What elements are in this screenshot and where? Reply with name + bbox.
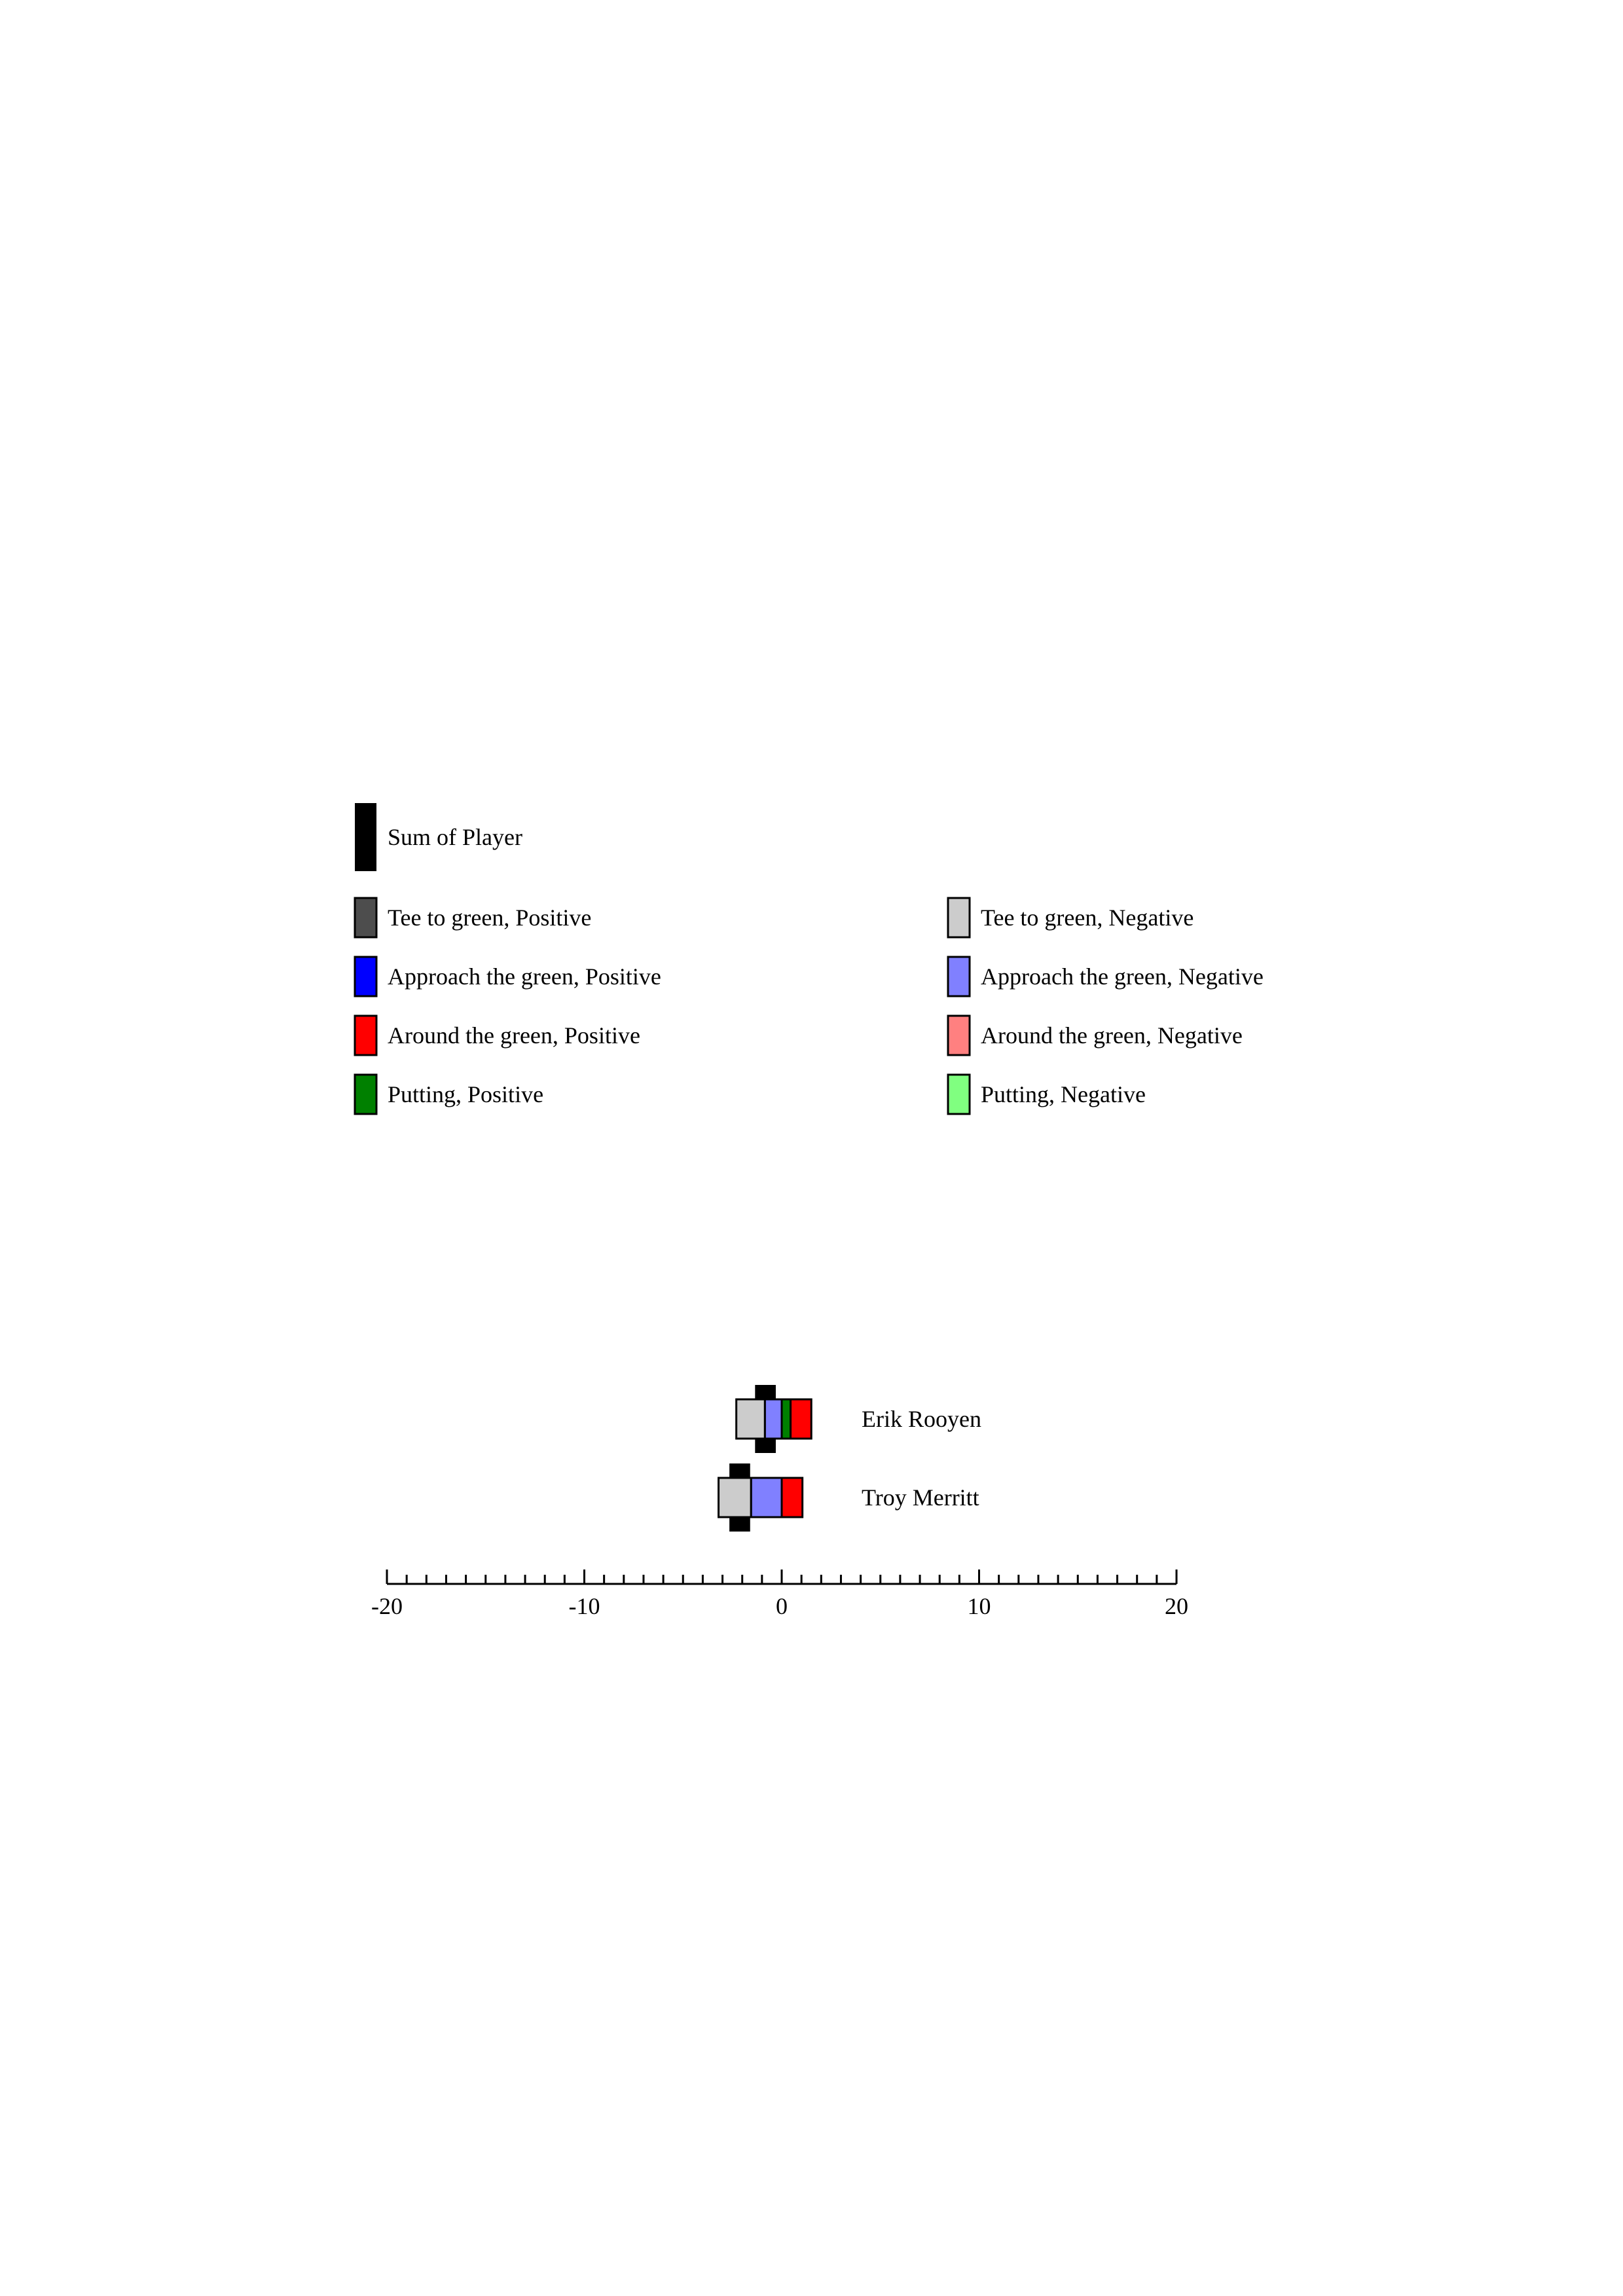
player-row-0: Erik Rooyen <box>735 1385 981 1453</box>
x-axis: -20 -10 0 10 20 <box>371 1570 1188 1619</box>
legend-swatch-app_pos <box>354 956 378 997</box>
bar-segment-t2g_neg <box>735 1398 766 1440</box>
legend-label-t2g_neg: Tee to green, Negative <box>981 905 1194 931</box>
tick-label: 0 <box>776 1593 788 1619</box>
legend-label-arg_pos: Around the green, Positive <box>388 1022 640 1049</box>
player-label: Erik Rooyen <box>862 1406 981 1432</box>
legend-swatch-sum <box>355 803 376 871</box>
legend-label-app_pos: Approach the green, Positive <box>388 963 661 990</box>
tick-label: -20 <box>371 1593 403 1619</box>
legend-swatch-arg_neg <box>947 1014 971 1056</box>
legend-label-arg_neg: Around the green, Negative <box>981 1022 1243 1049</box>
legend-label-t2g_pos: Tee to green, Positive <box>388 905 591 931</box>
legend-swatch-putt_neg <box>947 1073 971 1115</box>
tick-label: 10 <box>968 1593 991 1619</box>
bar-segment-putt_pos <box>780 1398 792 1440</box>
tick-label: -10 <box>569 1593 600 1619</box>
legend: Sum of Player Tee to green, Positive Tee t… <box>354 803 1264 1115</box>
bar-segment-arg_pos <box>790 1398 812 1440</box>
player-label: Troy Merritt <box>862 1484 979 1511</box>
bars-area: Erik Rooyen Troy Merritt <box>718 1385 981 1532</box>
tick-label: 20 <box>1165 1593 1188 1619</box>
bar-segment-app_neg <box>763 1398 783 1440</box>
legend-label-putt_neg: Putting, Negative <box>981 1081 1146 1107</box>
legend-swatch-app_neg <box>947 956 971 997</box>
legend-swatch-t2g_neg <box>947 897 971 939</box>
legend-swatch-arg_pos <box>354 1014 378 1056</box>
bar-segment-t2g_neg <box>718 1477 752 1518</box>
legend-label-putt_pos: Putting, Positive <box>388 1081 543 1107</box>
legend-label-sum: Sum of Player <box>388 824 522 850</box>
bar-segment-app_neg <box>750 1477 783 1518</box>
bar-segment-arg_pos <box>780 1477 804 1518</box>
legend-swatch-t2g_pos <box>354 897 378 939</box>
player-row-1: Troy Merritt <box>718 1463 979 1532</box>
legend-label-app_neg: Approach the green, Negative <box>981 963 1264 990</box>
legend-swatch-putt_pos <box>354 1073 378 1115</box>
